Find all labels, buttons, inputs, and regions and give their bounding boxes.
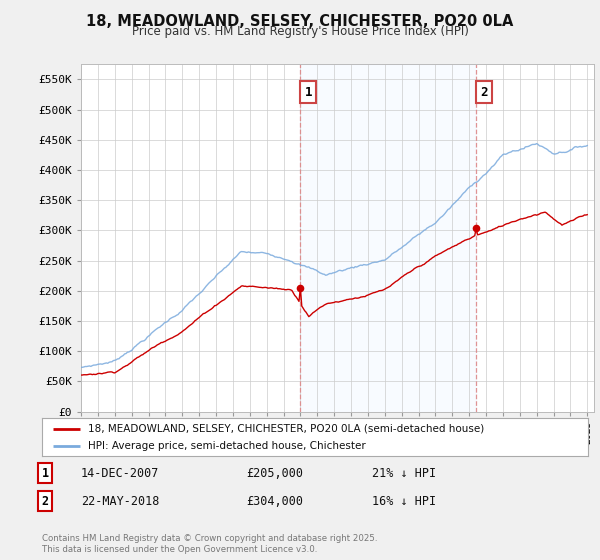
- Text: 16% ↓ HPI: 16% ↓ HPI: [372, 494, 436, 508]
- Text: 2: 2: [480, 86, 488, 99]
- Text: 14-DEC-2007: 14-DEC-2007: [81, 466, 160, 480]
- Text: 18, MEADOWLAND, SELSEY, CHICHESTER, PO20 0LA (semi-detached house): 18, MEADOWLAND, SELSEY, CHICHESTER, PO20…: [88, 423, 485, 433]
- Text: 18, MEADOWLAND, SELSEY, CHICHESTER, PO20 0LA: 18, MEADOWLAND, SELSEY, CHICHESTER, PO20…: [86, 14, 514, 29]
- Text: Contains HM Land Registry data © Crown copyright and database right 2025.
This d: Contains HM Land Registry data © Crown c…: [42, 534, 377, 554]
- Text: £304,000: £304,000: [246, 494, 303, 508]
- Text: HPI: Average price, semi-detached house, Chichester: HPI: Average price, semi-detached house,…: [88, 441, 366, 451]
- Text: 1: 1: [41, 466, 49, 480]
- Text: 21% ↓ HPI: 21% ↓ HPI: [372, 466, 436, 480]
- Text: Price paid vs. HM Land Registry's House Price Index (HPI): Price paid vs. HM Land Registry's House …: [131, 25, 469, 38]
- Text: 22-MAY-2018: 22-MAY-2018: [81, 494, 160, 508]
- Text: 1: 1: [304, 86, 312, 99]
- Text: 2: 2: [41, 494, 49, 508]
- Text: £205,000: £205,000: [246, 466, 303, 480]
- Bar: [300, 64, 476, 412]
